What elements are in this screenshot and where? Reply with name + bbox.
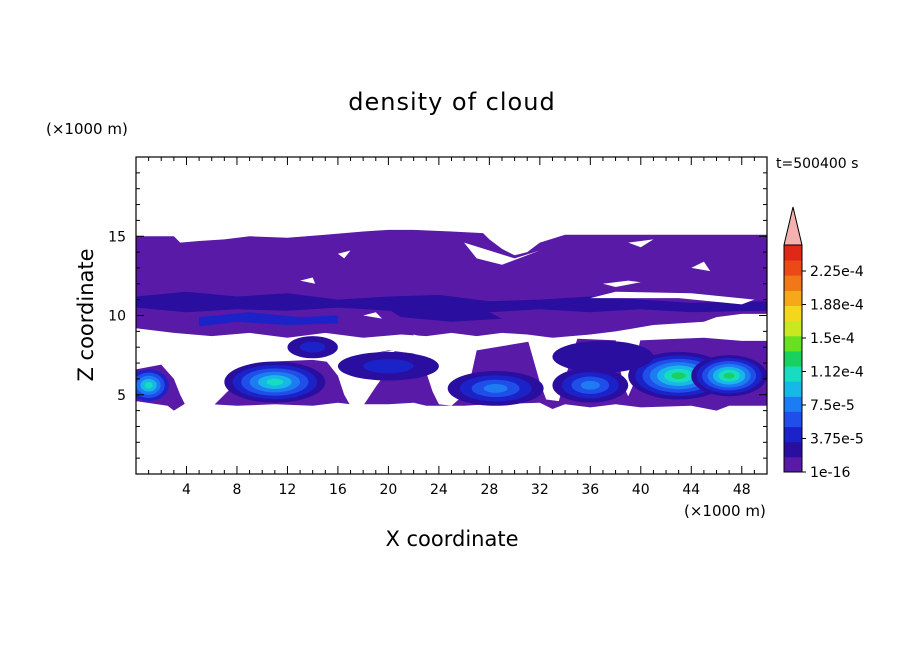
colorbar-border xyxy=(783,244,803,473)
colorbar-swatch-2 xyxy=(784,426,802,443)
colorbar-swatch-14 xyxy=(784,245,802,261)
upper-gap-4 xyxy=(628,239,654,248)
colorbar-swatch-1 xyxy=(784,441,802,458)
colorbar-label: 3.75e-5 xyxy=(810,432,864,448)
x-tick-label: 16 xyxy=(329,482,347,498)
upper-gap-6 xyxy=(729,317,767,324)
upper-layer-level-1 xyxy=(136,291,767,313)
core-x11-level-6 xyxy=(266,378,284,386)
colorbar-label: 1.12e-4 xyxy=(810,365,864,381)
x-tick-label: 12 xyxy=(279,482,297,498)
colorbar-swatch-7 xyxy=(784,350,802,367)
x-tick-label: 32 xyxy=(531,482,549,498)
upper-gap-2 xyxy=(337,250,351,259)
upper-layer-level-2 xyxy=(199,312,338,327)
upper-gap-7 xyxy=(363,312,383,319)
colorbar-swatch-6 xyxy=(784,366,802,382)
x-tick-label: 28 xyxy=(480,482,498,498)
colorbar-label: 7.5e-5 xyxy=(810,398,855,414)
colorbar-label: 1e-16 xyxy=(810,465,850,481)
upper-layer-band-2 xyxy=(388,306,502,322)
colorbar-label: 1.88e-4 xyxy=(810,298,864,314)
colorbar-swatch-8 xyxy=(784,335,802,352)
colorbar-swatch-13 xyxy=(784,260,802,276)
x-axis-unit: (×1000 m) xyxy=(684,502,766,520)
upper-gap-5 xyxy=(590,291,755,305)
y-tick-label: 5 xyxy=(117,388,126,404)
core-x1-level-6 xyxy=(144,382,153,389)
x-tick-label: 44 xyxy=(682,482,700,498)
x-tick-label: 20 xyxy=(379,482,397,498)
core-x36-level-4 xyxy=(580,380,600,390)
colorbar-swatch-11 xyxy=(784,290,802,306)
upper-gap-3 xyxy=(691,261,711,272)
upper-gap-8 xyxy=(300,277,316,284)
y-tick-label: 15 xyxy=(108,229,126,245)
x-axis-label: X coordinate xyxy=(385,527,519,551)
x-tick-label: 8 xyxy=(232,482,241,498)
x-tick-label: 40 xyxy=(632,482,650,498)
upper-gap-1 xyxy=(602,280,641,287)
x-tick-label: 36 xyxy=(581,482,599,498)
core-x42-level-7 xyxy=(671,372,686,380)
colorbar-swatch-4 xyxy=(784,396,802,412)
band-x20-level-2 xyxy=(363,359,414,374)
lower-gap-5 xyxy=(413,334,477,351)
contour-fields xyxy=(136,229,767,411)
colorbar-overflow-triangle xyxy=(783,206,803,246)
core-x28-level-4 xyxy=(483,384,508,393)
band-x14-level-2 xyxy=(300,341,326,353)
x-tick-label: 48 xyxy=(733,482,751,498)
colorbar-swatch-5 xyxy=(784,381,802,397)
y-tick-label: 10 xyxy=(108,309,126,325)
colorbar-swatch-3 xyxy=(784,411,802,428)
band-x37-level-1 xyxy=(552,340,654,373)
colorbar-swatch-9 xyxy=(784,320,802,337)
upper-gap-0 xyxy=(464,242,540,265)
x-tick-label: 4 xyxy=(182,482,191,498)
colorbar-swatch-12 xyxy=(784,275,802,291)
colorbar-swatch-10 xyxy=(784,305,802,322)
colorbar-swatch-0 xyxy=(784,456,802,473)
x-tick-label: 24 xyxy=(430,482,448,498)
core-x46-level-7 xyxy=(723,372,735,379)
time-label: t=500400 s xyxy=(776,156,859,172)
chart-title: density of cloud xyxy=(348,88,556,116)
colorbar-label: 1.5e-4 xyxy=(810,331,855,347)
z-axis-unit: (×1000 m) xyxy=(46,120,128,138)
colorbar: 2.25e-4 1.88e-4 1.5e-4 1.12e-4 7.5e-5 3.75e-5… xyxy=(783,206,864,481)
colorbar-label: 2.25e-4 xyxy=(810,264,864,280)
